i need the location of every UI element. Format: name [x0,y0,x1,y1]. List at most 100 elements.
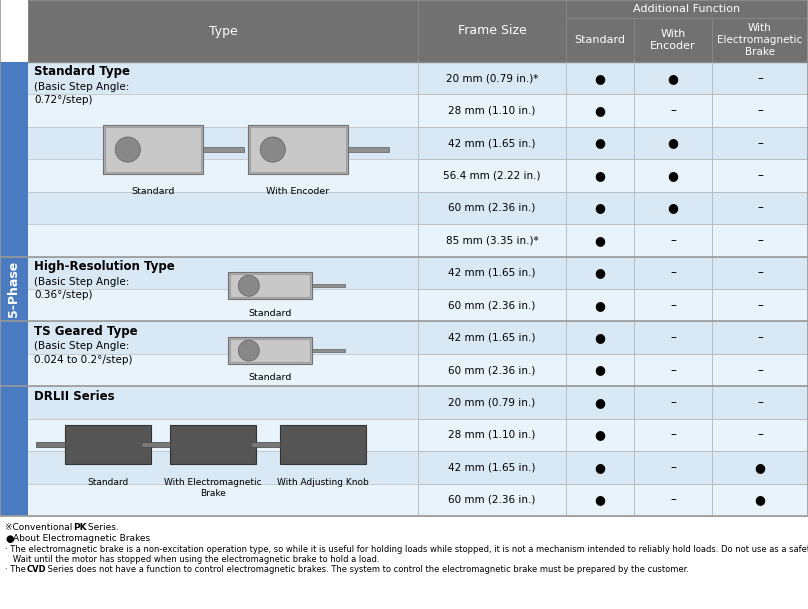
Bar [712,62,808,94]
Text: –: – [757,298,763,312]
Bar [250,442,280,448]
Bar [28,419,418,451]
Bar [28,289,418,322]
Bar [712,484,808,516]
Bar [634,386,712,419]
Ellipse shape [238,275,259,296]
Text: (Basic Step Angle:
0.36°/step): (Basic Step Angle: 0.36°/step) [34,276,129,300]
Bar [566,0,808,18]
Text: 20 mm (0.79 in.)*: 20 mm (0.79 in.)* [446,73,538,83]
Bar [28,94,418,127]
Bar [418,354,566,386]
Text: 42 mm (1.65 in.): 42 mm (1.65 in.) [448,462,536,473]
Bar [634,18,712,62]
Text: –: – [757,396,763,409]
Text: Standard Type: Standard Type [34,66,130,79]
Bar [229,275,309,297]
Ellipse shape [260,137,285,162]
Text: About Electromagnetic Brakes: About Electromagnetic Brakes [13,534,150,543]
Bar [228,272,312,299]
Text: 42 mm (1.65 in.): 42 mm (1.65 in.) [448,138,536,148]
Text: –: – [670,396,676,409]
Bar [566,192,634,224]
Ellipse shape [238,340,259,361]
Bar [28,0,418,62]
Bar [28,62,418,94]
Text: –: – [670,234,676,247]
Bar [312,284,345,287]
Text: –: – [757,234,763,247]
Bar [418,289,566,322]
Text: DRLII Series: DRLII Series [34,390,115,403]
Text: –: – [757,266,763,280]
Text: 28 mm (1.10 in.): 28 mm (1.10 in.) [448,430,536,440]
Bar [712,322,808,354]
Text: With
Electromagnetic
Brake: With Electromagnetic Brake [718,23,802,57]
Text: –: – [670,331,676,344]
Bar [247,125,348,174]
Text: With
Encoder: With Encoder [650,29,696,51]
Text: 20 mm (0.79 in.): 20 mm (0.79 in.) [448,398,536,407]
Text: ●: ● [667,136,679,150]
Text: –: – [670,461,676,474]
Bar [712,451,808,484]
Bar [280,425,366,465]
Text: ●: ● [595,396,605,409]
Text: ●: ● [667,202,679,214]
Bar [634,256,712,289]
Bar [712,18,808,62]
Bar [418,484,566,516]
Text: Series.: Series. [85,523,119,532]
Bar [418,256,566,289]
Bar [712,419,808,451]
Bar [0,62,28,516]
Bar [566,94,634,127]
Text: ●: ● [595,136,605,150]
Bar [634,62,712,94]
Text: ●: ● [755,461,765,474]
Text: 85 mm (3.35 in.)*: 85 mm (3.35 in.)* [446,235,538,245]
Text: ●: ● [595,234,605,247]
Text: ●: ● [595,364,605,376]
Text: · The: · The [5,565,28,574]
Bar [28,354,418,386]
Text: 5-Phase: 5-Phase [7,261,20,317]
Bar [418,386,566,419]
Bar [634,224,712,256]
Bar [418,62,566,94]
Text: ●: ● [595,331,605,344]
Text: Frame Size: Frame Size [457,24,526,38]
Bar [28,127,418,160]
Bar [566,386,634,419]
Bar [418,160,566,192]
Bar [634,160,712,192]
Text: Standard: Standard [132,187,175,196]
Bar [36,442,65,448]
Bar [634,94,712,127]
Text: With Encoder: With Encoder [267,187,330,196]
Text: With Adjusting Knob: With Adjusting Knob [277,478,369,487]
Text: ●: ● [755,493,765,506]
Bar [170,425,256,465]
Text: –: – [757,331,763,344]
Bar [712,354,808,386]
Text: –: – [670,104,676,117]
Text: 42 mm (1.65 in.): 42 mm (1.65 in.) [448,333,536,343]
Text: ※Conventional: ※Conventional [5,523,75,532]
Bar [566,127,634,160]
Bar [712,224,808,256]
Text: ●: ● [595,169,605,182]
Text: ●: ● [595,428,605,442]
Bar [566,62,634,94]
Text: (Basic Step Angle:
0.72°/step): (Basic Step Angle: 0.72°/step) [34,82,129,105]
Bar [634,354,712,386]
Bar [348,147,389,152]
Bar [566,256,634,289]
Text: Standard: Standard [248,373,292,382]
Bar [28,256,418,289]
Text: TS Geared Type: TS Geared Type [34,325,137,338]
Text: Type: Type [208,24,238,38]
Bar [566,419,634,451]
Bar [418,192,566,224]
Bar [566,322,634,354]
